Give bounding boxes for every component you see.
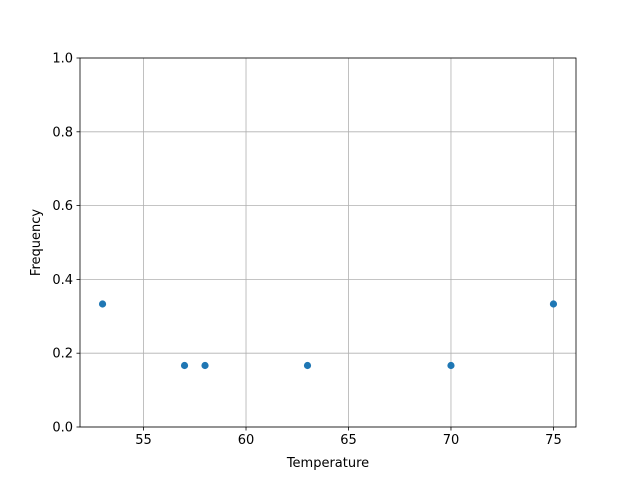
x-axis-ticks: 55 60 65 70 75	[135, 427, 562, 448]
y-tick-label: 0.8	[52, 125, 73, 140]
x-tick-label: 60	[238, 433, 255, 448]
data-point	[98, 300, 107, 308]
y-axis-ticks: 0.0 0.2 0.4 0.6 0.8 1.0	[52, 52, 80, 436]
data-point	[549, 300, 558, 308]
y-tick-label: 0.6	[52, 199, 73, 214]
y-tick-label: 0.2	[52, 347, 73, 362]
y-tick-label: 0.0	[52, 421, 73, 436]
y-axis-label: Frequency	[29, 209, 44, 276]
data-points	[98, 300, 558, 370]
grid	[80, 57, 576, 428]
x-axis-label: Temperature	[286, 456, 369, 471]
x-tick-label: 55	[135, 433, 152, 448]
x-tick-label: 70	[443, 433, 460, 448]
data-point	[180, 361, 189, 370]
y-tick-label: 1.0	[52, 52, 73, 67]
data-point	[303, 361, 312, 370]
y-tick-label: 0.4	[52, 273, 73, 288]
x-tick-label: 65	[340, 433, 357, 448]
plot-frame	[79, 57, 577, 428]
data-point	[201, 361, 209, 370]
data-point	[447, 361, 455, 370]
x-tick-label: 75	[545, 433, 562, 448]
